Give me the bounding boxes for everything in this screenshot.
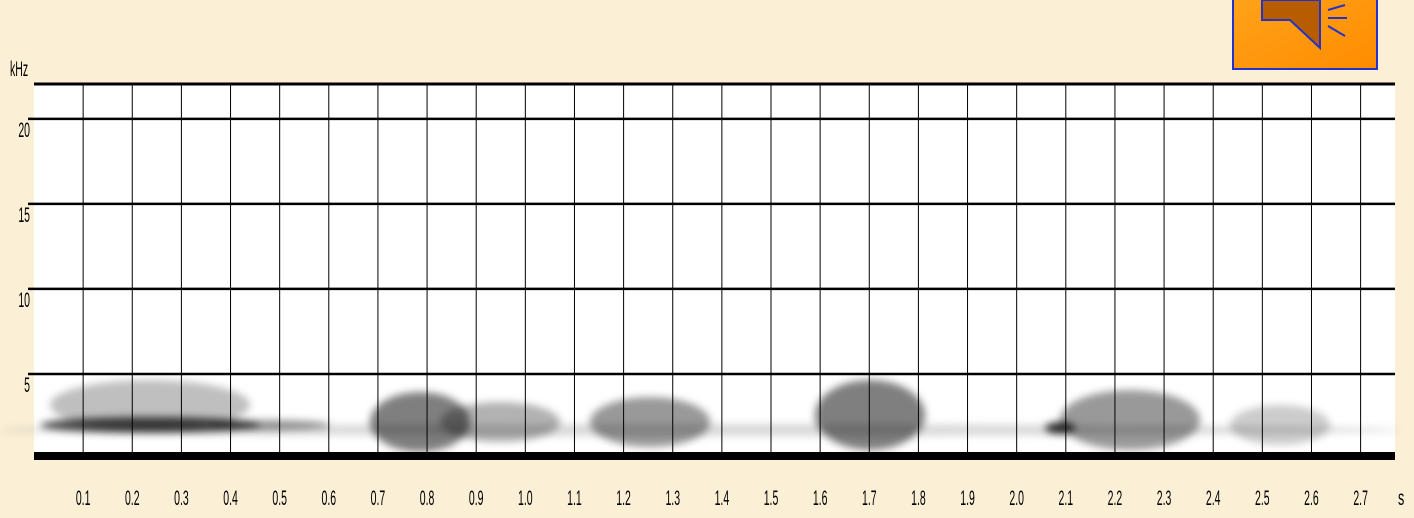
y-tick-label: 10 <box>18 288 30 312</box>
y-tick-label: 20 <box>18 118 30 142</box>
x-tick-label: 1.3 <box>665 486 680 510</box>
x-tick-label: 0.8 <box>420 486 435 510</box>
x-tick-label: 2.3 <box>1157 486 1172 510</box>
x-tick-label: 1.6 <box>813 486 828 510</box>
x-tick-label: 2.4 <box>1206 486 1221 510</box>
x-tick-label: 1.7 <box>862 486 877 510</box>
x-tick-label: 1.5 <box>764 486 779 510</box>
x-tick-label: 1.4 <box>715 486 730 510</box>
x-tick-label: 1.2 <box>616 486 631 510</box>
x-tick-label: 0.5 <box>272 486 287 510</box>
y-tick-label: 5 <box>24 373 30 397</box>
x-tick-label: 0.9 <box>469 486 484 510</box>
x-tick-label: 2.6 <box>1304 486 1319 510</box>
x-tick-label: 1.8 <box>911 486 926 510</box>
x-tick-label: 0.7 <box>371 486 386 510</box>
x-tick-label: 2.0 <box>1009 486 1024 510</box>
x-tick-label: 0.6 <box>322 486 337 510</box>
x-tick-label: 2.7 <box>1353 486 1368 510</box>
x-tick-label: 2.5 <box>1255 486 1270 510</box>
x-tick-label: 0.3 <box>174 486 189 510</box>
page: kHz s 0.1 0.2 0.3 0.4 0.5 0.6 0.7 0.8 0.9 1.0 1.1 1… <box>0 0 1414 513</box>
sound-button[interactable] <box>1233 0 1377 69</box>
x-tick-label: 0.2 <box>125 486 140 510</box>
bottom-axis <box>34 452 1395 460</box>
y-axis-label: kHz <box>10 57 28 81</box>
x-tick-label: 0.1 <box>76 486 91 510</box>
x-tick-label: 2.1 <box>1059 486 1074 510</box>
y-tick-label: 15 <box>18 203 30 227</box>
chart: kHz s 0.1 0.2 0.3 0.4 0.5 0.6 0.7 0.8 0.9 1.0 1.1 1… <box>0 0 1414 513</box>
x-tick-label: 2.2 <box>1108 486 1123 510</box>
x-axis-label: s <box>1398 486 1405 510</box>
x-tick-label: 1.0 <box>518 486 533 510</box>
x-tick-label: 1.9 <box>960 486 975 510</box>
x-tick-label: 0.4 <box>223 486 238 510</box>
x-tick-label: 1.1 <box>567 486 582 510</box>
